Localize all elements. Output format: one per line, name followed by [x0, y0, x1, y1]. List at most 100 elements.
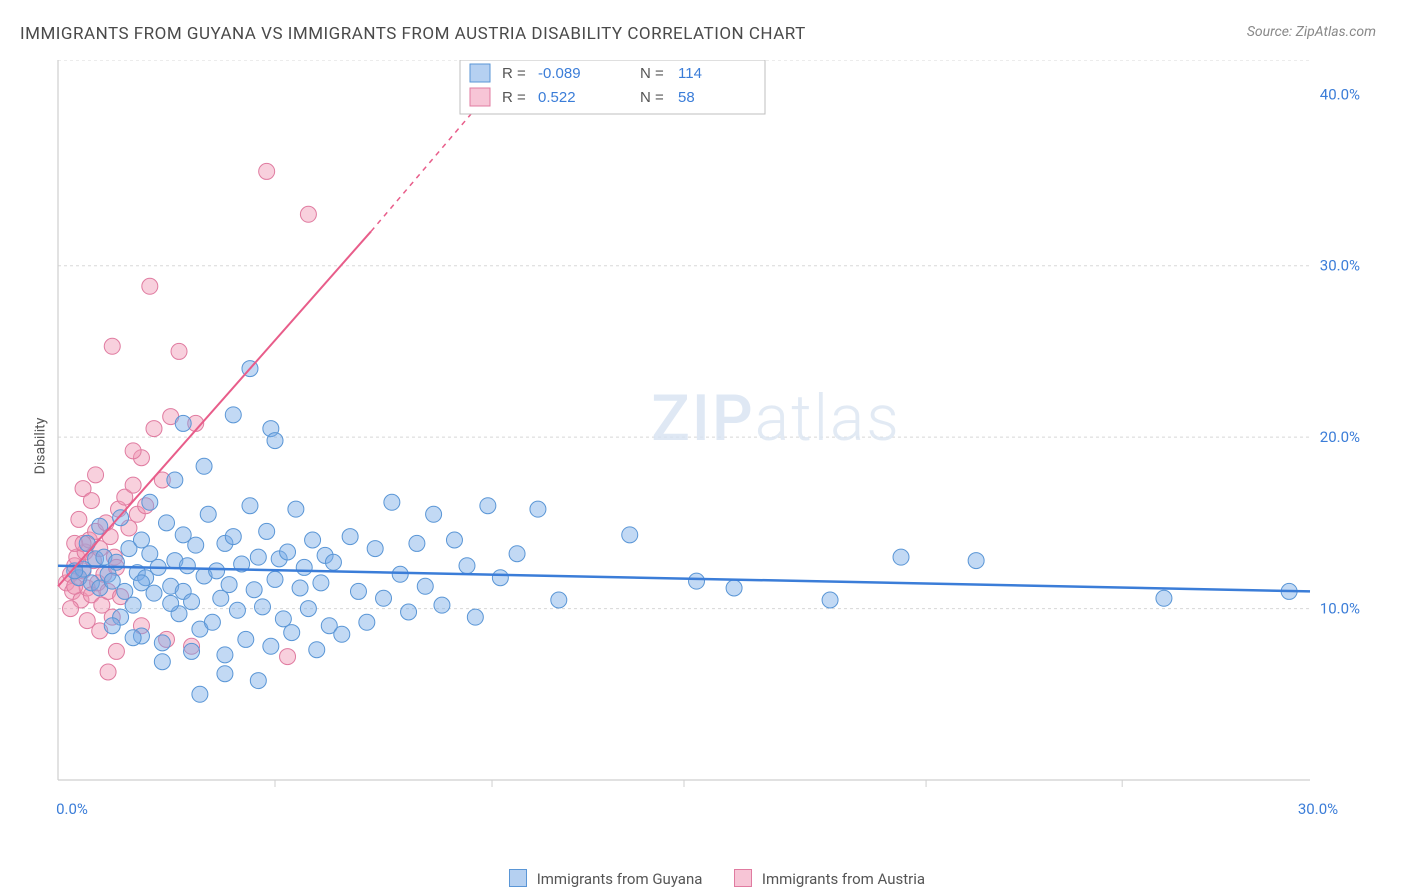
- scatter-point: [259, 523, 275, 539]
- scatter-point: [726, 580, 742, 596]
- plot-area: ZIPatlas 10.0% 20.0% 30.0% 40.0% 0.0% 30.0% R =…: [50, 60, 1370, 820]
- scatter-svg: ZIPatlas 10.0% 20.0% 30.0% 40.0% 0.0% 30.0% R =…: [50, 60, 1370, 820]
- scatter-point: [334, 626, 350, 642]
- legend-swatch-pink: [734, 869, 752, 887]
- scatter-point: [296, 559, 312, 575]
- scatter-point: [300, 601, 316, 617]
- scatter-point: [179, 558, 195, 574]
- scatter-point: [125, 443, 141, 459]
- legend-swatch-blue: [509, 869, 527, 887]
- scatter-point: [125, 630, 141, 646]
- scatter-point: [280, 544, 296, 560]
- scatter-point: [104, 338, 120, 354]
- scatter-point: [167, 472, 183, 488]
- scatter-point: [822, 592, 838, 608]
- y-tick-label: 30.0%: [1320, 257, 1360, 275]
- scatter-point: [384, 494, 400, 510]
- scatter-point: [104, 618, 120, 634]
- scatter-point: [480, 498, 496, 514]
- scatter-point: [313, 575, 329, 591]
- scatter-point: [284, 625, 300, 641]
- scatter-point: [417, 578, 433, 594]
- corr-swatch: [470, 64, 490, 82]
- scatter-point: [259, 163, 275, 179]
- scatter-point: [221, 577, 237, 593]
- y-tick-label: 10.0%: [1320, 600, 1360, 618]
- corr-n-label: N =: [640, 89, 664, 106]
- x-tick-label: 0.0%: [56, 800, 88, 818]
- legend-label-guyana: Immigrants from Guyana: [537, 870, 703, 888]
- scatter-point: [509, 546, 525, 562]
- scatter-point: [188, 537, 204, 553]
- scatter-point: [305, 532, 321, 548]
- scatter-point: [142, 546, 158, 562]
- legend-label-austria: Immigrants from Austria: [762, 870, 925, 888]
- scatter-point: [213, 590, 229, 606]
- scatter-point: [309, 642, 325, 658]
- y-tick-label: 20.0%: [1320, 428, 1360, 446]
- scatter-point: [622, 527, 638, 543]
- scatter-point: [175, 415, 191, 431]
- scatter-point: [225, 529, 241, 545]
- scatter-point: [250, 673, 266, 689]
- corr-r-label: R =: [502, 65, 526, 82]
- scatter-point: [71, 511, 87, 527]
- scatter-point: [154, 654, 170, 670]
- scatter-point: [63, 601, 79, 617]
- scatter-point: [192, 686, 208, 702]
- scatter-point: [225, 407, 241, 423]
- legend: Immigrants from Guyana Immigrants from A…: [0, 869, 1406, 888]
- corr-r-label: R =: [502, 89, 526, 106]
- svg-text:ZIPatlas: ZIPatlas: [651, 381, 901, 456]
- scatter-point: [968, 553, 984, 569]
- scatter-point: [409, 535, 425, 551]
- scatter-point: [79, 535, 95, 551]
- scatter-point: [125, 597, 141, 613]
- scatter-point: [426, 506, 442, 522]
- scatter-point: [100, 664, 116, 680]
- corr-r-value: -0.089: [538, 65, 581, 82]
- scatter-point: [893, 549, 909, 565]
- scatter-point: [325, 554, 341, 570]
- scatter-point: [288, 501, 304, 517]
- scatter-point: [163, 595, 179, 611]
- scatter-point: [142, 494, 158, 510]
- scatter-point: [459, 558, 475, 574]
- scatter-point: [184, 594, 200, 610]
- x-tick-label: 30.0%: [1298, 800, 1338, 818]
- scatter-point: [113, 510, 129, 526]
- scatter-point: [1156, 590, 1172, 606]
- y-axis-label: Disability: [32, 418, 48, 475]
- scatter-point: [401, 604, 417, 620]
- scatter-point: [229, 602, 245, 618]
- scatter-point: [342, 529, 358, 545]
- scatter-point: [551, 592, 567, 608]
- scatter-point: [238, 631, 254, 647]
- corr-n-value: 114: [678, 65, 702, 82]
- scatter-point: [254, 599, 270, 615]
- scatter-point: [184, 643, 200, 659]
- corr-n-label: N =: [640, 65, 664, 82]
- scatter-point: [154, 635, 170, 651]
- scatter-point: [217, 666, 233, 682]
- scatter-point: [446, 532, 462, 548]
- scatter-point: [79, 613, 95, 629]
- scatter-point: [133, 575, 149, 591]
- scatter-point: [209, 563, 225, 579]
- scatter-point: [125, 477, 141, 493]
- chart-container: IMMIGRANTS FROM GUYANA VS IMMIGRANTS FRO…: [0, 0, 1406, 892]
- scatter-point: [434, 597, 450, 613]
- scatter-point: [530, 501, 546, 517]
- scatter-point: [204, 614, 220, 630]
- scatter-point: [250, 549, 266, 565]
- scatter-point: [159, 515, 175, 531]
- scatter-point: [376, 590, 392, 606]
- scatter-point: [467, 609, 483, 625]
- scatter-point: [217, 647, 233, 663]
- scatter-point: [117, 583, 133, 599]
- scatter-point: [359, 614, 375, 630]
- trendline-guyana: [58, 566, 1310, 592]
- y-tick-label: 40.0%: [1320, 85, 1360, 103]
- scatter-point: [275, 611, 291, 627]
- scatter-point: [200, 506, 216, 522]
